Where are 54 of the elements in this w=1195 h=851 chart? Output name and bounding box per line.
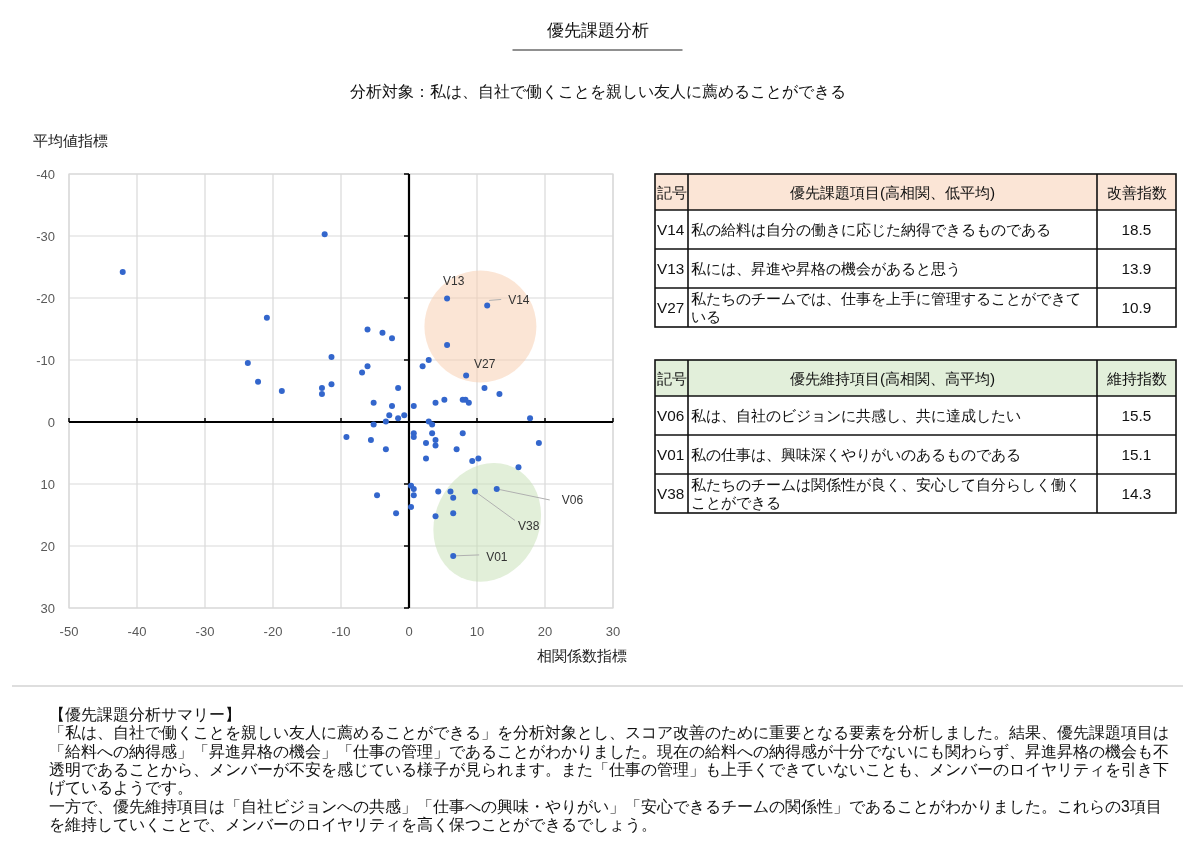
data-label: 13.9 xyxy=(1121,260,1152,278)
category-label: V27 xyxy=(657,299,685,317)
y-tick-label: -40 xyxy=(36,166,55,182)
x-tick-label: 10 xyxy=(469,624,485,639)
y-tick-label: -20 xyxy=(36,290,55,306)
category-label: 私の給料は自分の働きに応じた納得できるものである xyxy=(691,221,1051,239)
x-tick-label: -50 xyxy=(59,624,79,639)
category-label: 私は、自社のビジョンに共感し、共に達成したい xyxy=(691,407,1021,425)
category-label: 私たちのチームは関係性が良く、安心して自分らしく働くことができる xyxy=(691,476,1081,511)
x-tick-label: 30 xyxy=(605,624,621,639)
text: 【優先課題分析サマリー】 xyxy=(49,706,241,723)
annotation: V13 xyxy=(443,273,465,288)
data-label: 15.5 xyxy=(1121,407,1152,425)
y-tick-label: 0 xyxy=(47,414,55,430)
y-tick-label: -30 xyxy=(36,228,55,244)
text: 優先維持項目(高相関、高平均) xyxy=(789,369,996,387)
y-tick-label: 20 xyxy=(40,538,55,554)
y-tick-label: 10 xyxy=(40,476,55,492)
data-label: 15.1 xyxy=(1121,446,1152,464)
x-tick-label: -40 xyxy=(127,624,147,639)
annotation: V38 xyxy=(517,519,540,534)
text: 記号 xyxy=(656,369,687,387)
chart-subtitle: 分析対象：私は、自社で働くことを親しい友人に薦めることができる xyxy=(349,83,846,100)
text: 維持指数 xyxy=(1105,369,1167,387)
annotation: V06 xyxy=(561,492,584,507)
category-label: V01 xyxy=(657,446,685,464)
x-tick-label: -20 xyxy=(263,624,283,639)
category-label: V13 xyxy=(657,260,685,278)
category-label: 私たちのチームでは、仕事を上手に管理することができている xyxy=(691,290,1081,325)
data-label: 18.5 xyxy=(1121,221,1152,239)
x-tick-label: 0 xyxy=(405,624,413,639)
category-label: V06 xyxy=(657,407,685,425)
text: 一方で、優先維持項目は「自社ビジョンへの共感」「仕事への興味・やりがい」「安心できるチームの関係性」であることがわかりました。これらの3項目を維持していくことで、メンバーのロイヤリティを高く保つことができるでしょう。 xyxy=(49,797,1162,834)
text: 優先課題項目(高相関、低平均) xyxy=(789,183,996,201)
annotation: V01 xyxy=(486,549,508,564)
data-label: 10.9 xyxy=(1121,299,1152,317)
category-label: V38 xyxy=(657,485,685,503)
y-axis-title: 平均値指標 xyxy=(33,133,108,149)
text: 記号 xyxy=(656,183,687,201)
annotation: V27 xyxy=(474,356,496,371)
text: 「私は、自社で働くことを親しい友人に薦めることができる」を分析対象とし、スコア改善のために重要となる要素を分析しました。結果、優先課題項目は「給料への納得感」「昇進昇格の機会」「仕事の管理」であることがわかりました。現在の給料への納得感が十分でないにも関わらず、昇進昇格の機会も不透明であることから、メンバーが不安を感じている様子が見られます。また「仕事の管理」も上手くできていないことも、メンバーのロイヤリティを引き下げているようです。 xyxy=(49,724,1169,798)
x-tick-label: -30 xyxy=(195,624,215,639)
x-tick-label: -10 xyxy=(331,624,351,639)
data-label: 14.3 xyxy=(1121,485,1152,503)
x-axis-title: 相関係数指標 xyxy=(537,648,627,664)
y-tick-label: -10 xyxy=(36,352,55,368)
chart-title: 優先課題分析 xyxy=(546,21,649,40)
category-label: 私の仕事は、興味深くやりがいのあるものである xyxy=(691,446,1021,464)
text: 改善指数 xyxy=(1106,183,1167,201)
category-label: V14 xyxy=(657,221,685,239)
annotation: V14 xyxy=(508,293,530,308)
y-tick-label: 30 xyxy=(40,600,55,616)
category-label: 私には、昇進や昇格の機会があると思う xyxy=(691,260,961,278)
x-tick-label: 20 xyxy=(537,624,553,639)
